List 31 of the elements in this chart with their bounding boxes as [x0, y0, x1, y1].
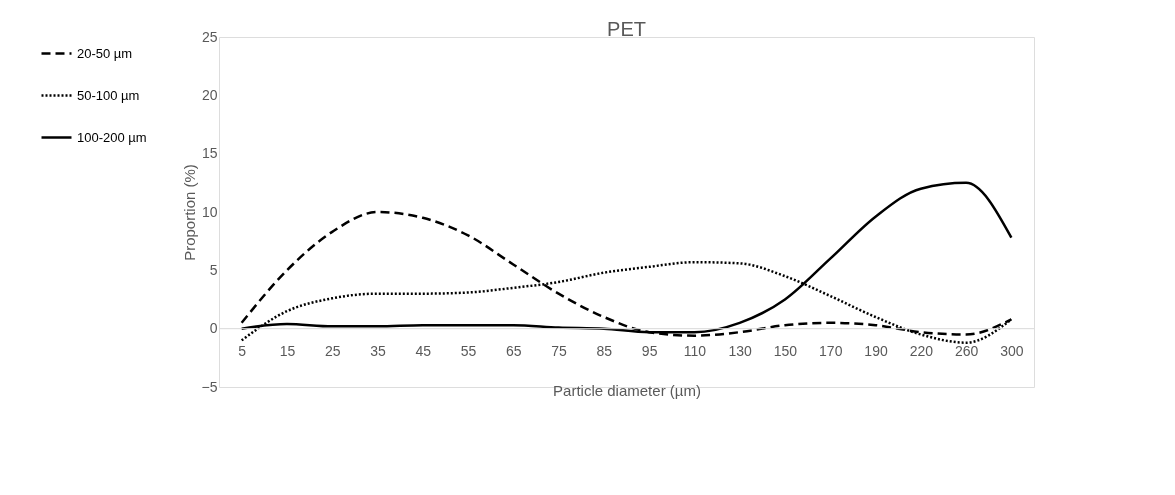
- y-tick-label: 0: [209, 320, 218, 337]
- x-tick-label: 110: [683, 343, 707, 360]
- y-tick-label: 5: [209, 261, 218, 278]
- x-tick-label: 25: [324, 343, 341, 360]
- x-tick-label: 190: [864, 343, 888, 360]
- x-tick-label: 300: [1000, 343, 1024, 360]
- y-tick-label: 15: [201, 145, 218, 162]
- x-tick-label: 150: [773, 343, 798, 360]
- y-tick-label: 10: [201, 203, 218, 220]
- y-tick-label: 25: [201, 28, 218, 45]
- x-tick-label: 15: [279, 343, 296, 360]
- x-tick-label: 170: [819, 343, 843, 360]
- legend-label: 100-200 µm: [77, 129, 147, 145]
- legend-label: 50-100 µm: [77, 87, 140, 103]
- y-tick-label: 20: [201, 86, 218, 103]
- x-tick-label: 260: [954, 343, 979, 360]
- x-tick-label: 130: [728, 343, 753, 360]
- y-axis-title: Proportion (%): [180, 164, 198, 261]
- x-tick-label: 220: [909, 343, 934, 360]
- y-tick-label: −5: [201, 378, 218, 395]
- x-tick-label: 85: [596, 343, 613, 360]
- x-tick-label: 35: [370, 343, 386, 360]
- x-tick-label: 45: [415, 343, 432, 360]
- x-tick-label: 95: [641, 343, 658, 360]
- x-tick-label: 65: [506, 343, 522, 360]
- x-tick-label: 55: [460, 343, 477, 360]
- x-tick-label: 75: [551, 343, 568, 360]
- chart-title: PET: [607, 18, 646, 40]
- x-axis-title: Particle diameter (µm): [553, 382, 701, 400]
- legend-label: 20-50 µm: [77, 45, 133, 61]
- x-tick-label: 5: [238, 343, 247, 360]
